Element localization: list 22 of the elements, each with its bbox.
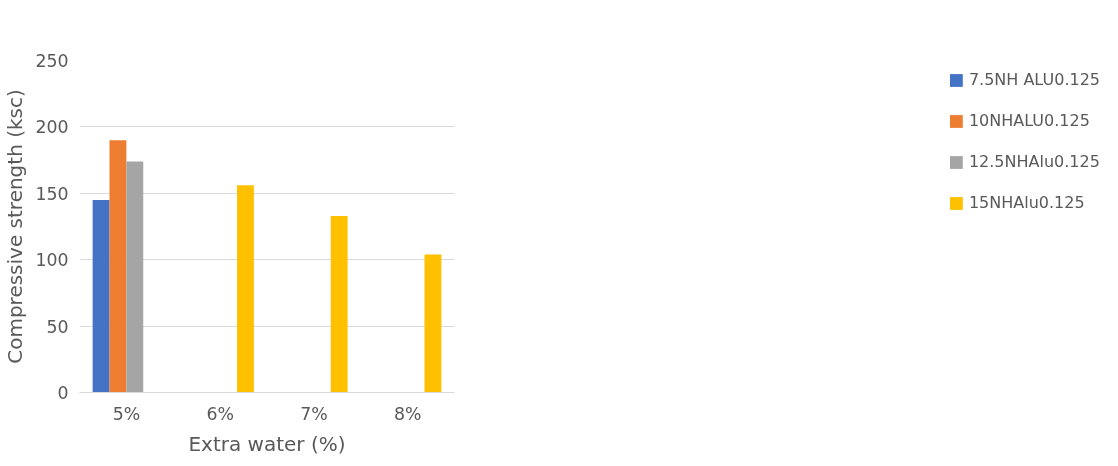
bar — [330, 215, 348, 393]
legend-label: 15NHAlu0.125 — [968, 193, 1085, 212]
y-tick-label: 50 — [46, 316, 69, 337]
y-tick-label: 0 — [57, 383, 69, 403]
y-tick-label: 150 — [35, 183, 69, 204]
y-tick-label: 100 — [35, 250, 69, 271]
x-axis-title: Extra water (%) — [188, 431, 346, 456]
bar — [126, 161, 144, 393]
x-tick-label: 7% — [300, 403, 328, 424]
bar — [92, 199, 110, 393]
legend-label: 10NHALU0.125 — [968, 111, 1090, 130]
y-tick-label: 250 — [35, 51, 69, 71]
bar — [424, 254, 442, 393]
legend-label: 7.5NH ALU0.125 — [968, 70, 1100, 89]
y-axis-title: Compressive strength (ksc) — [3, 89, 28, 364]
y-tick-label: 200 — [35, 117, 69, 138]
x-tick-label: 6% — [206, 403, 234, 424]
legend-label: 12.5NHAlu0.125 — [968, 152, 1100, 171]
bar — [109, 140, 127, 393]
x-tick-label: 5% — [112, 403, 141, 424]
bar — [237, 185, 254, 393]
x-tick-label: 8% — [393, 403, 422, 424]
